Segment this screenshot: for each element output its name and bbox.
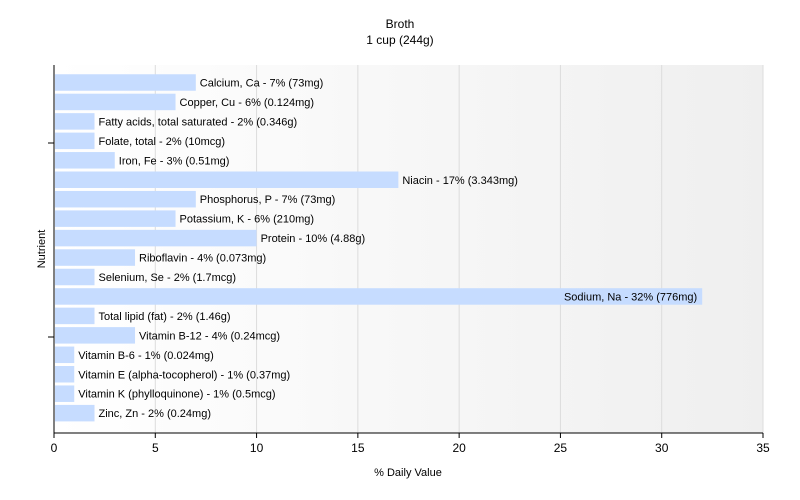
bar-label: Phosphorus, P - 7% (73mg) bbox=[200, 194, 336, 206]
bar bbox=[55, 385, 75, 402]
bar-labels: Calcium, Ca - 7% (73mg) Copper, Cu - 6% (… bbox=[78, 78, 697, 421]
y-axis-label: Nutrient bbox=[36, 230, 48, 269]
bars bbox=[55, 74, 703, 422]
plot-area bbox=[54, 65, 763, 433]
bar-label: Sodium, Na - 32% (776mg) bbox=[564, 291, 697, 303]
x-tick-label: 5 bbox=[152, 441, 159, 455]
bar-label: Selenium, Se - 2% (1.7mcg) bbox=[99, 272, 237, 284]
chart-title: Broth bbox=[386, 17, 415, 31]
x-tick-label: 25 bbox=[554, 441, 568, 455]
bar bbox=[55, 249, 136, 266]
bar-label: Fatty acids, total saturated - 2% (0.346… bbox=[99, 116, 298, 128]
bar bbox=[55, 171, 399, 188]
x-tick-label: 0 bbox=[51, 441, 58, 455]
bar bbox=[55, 113, 95, 130]
bar-label: Vitamin K (phylloquinone) - 1% (0.5mcg) bbox=[78, 389, 275, 401]
bar bbox=[55, 288, 703, 305]
axes bbox=[48, 65, 763, 434]
bar bbox=[55, 190, 196, 208]
bar-label: Iron, Fe - 3% (0.51mg) bbox=[119, 155, 230, 167]
bar bbox=[55, 307, 95, 325]
bar bbox=[55, 93, 176, 111]
x-tick-label: 20 bbox=[452, 441, 466, 455]
bar-label: Protein - 10% (4.88g) bbox=[261, 233, 366, 245]
bar bbox=[55, 404, 95, 422]
bar-label: Folate, total - 2% (10mcg) bbox=[99, 136, 226, 148]
bar-label: Vitamin B-12 - 4% (0.24mcg) bbox=[139, 330, 280, 342]
bar bbox=[55, 346, 75, 364]
grid-lines bbox=[154, 65, 764, 433]
bar bbox=[55, 210, 176, 227]
bar bbox=[55, 132, 95, 150]
bar bbox=[55, 268, 95, 286]
bar-label: Vitamin B-6 - 1% (0.024mg) bbox=[78, 350, 214, 362]
bar bbox=[55, 152, 115, 169]
bar bbox=[55, 74, 196, 91]
bar bbox=[55, 327, 136, 344]
bar-label: Total lipid (fat) - 2% (1.46g) bbox=[99, 311, 231, 323]
bar-label: Riboflavin - 4% (0.073mg) bbox=[139, 253, 266, 265]
bar-label: Niacin - 17% (3.343mg) bbox=[402, 175, 518, 187]
x-tick-label: 10 bbox=[250, 441, 264, 455]
bar-label: Vitamin E (alpha-tocopherol) - 1% (0.37m… bbox=[78, 369, 290, 381]
bar bbox=[55, 366, 75, 383]
bar-label: Potassium, K - 6% (210mg) bbox=[180, 214, 314, 226]
x-tick-label: 35 bbox=[756, 441, 770, 455]
x-axis-label: % Daily Value bbox=[374, 467, 442, 479]
bar bbox=[55, 229, 257, 247]
x-axis-ticks: 0 5 10 15 20 25 30 35 bbox=[51, 433, 770, 455]
bar-label: Copper, Cu - 6% (0.124mg) bbox=[180, 97, 315, 109]
chart-subtitle: 1 cup (244g) bbox=[366, 33, 433, 47]
bar-label: Zinc, Zn - 2% (0.24mg) bbox=[99, 408, 211, 420]
x-tick-label: 15 bbox=[351, 441, 365, 455]
bar-label: Calcium, Ca - 7% (73mg) bbox=[200, 78, 323, 90]
x-tick-label: 30 bbox=[655, 441, 669, 455]
